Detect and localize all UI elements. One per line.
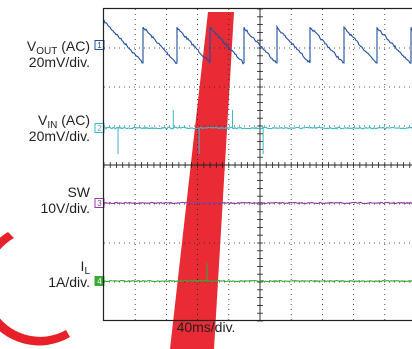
ch3-scale: 10V/div. bbox=[40, 200, 90, 216]
watermark-arc bbox=[0, 232, 70, 346]
ch4-label: IL 1A/div. bbox=[48, 258, 90, 290]
timebase-label: 40ms/div. bbox=[176, 319, 236, 335]
marker-ch1: 1 bbox=[94, 40, 105, 50]
marker-ch3-label: 3 bbox=[97, 199, 102, 208]
watermark-stroke bbox=[170, 12, 234, 349]
marker-ch2-label: 2 bbox=[97, 124, 102, 133]
marker-ch3: 3 bbox=[94, 198, 105, 208]
ch2-label: VIN (AC) 20mV/div. bbox=[28, 112, 90, 144]
graticule bbox=[103, 8, 412, 322]
traces bbox=[103, 19, 412, 283]
ch3-label: SW 10V/div. bbox=[40, 184, 90, 216]
ch1-label: VOUT (AC) 20mV/div. bbox=[26, 38, 90, 70]
watermark bbox=[0, 12, 234, 349]
marker-ch1-label: 1 bbox=[97, 41, 102, 50]
ch4-scale: 1A/div. bbox=[48, 274, 90, 290]
screen-border bbox=[102, 7, 412, 322]
channel-markers: 1 2 3 4 bbox=[94, 40, 105, 286]
marker-ch4: 4 bbox=[94, 276, 105, 286]
trace-ch4 bbox=[103, 279, 412, 283]
marker-ch4-label: 4 bbox=[97, 277, 102, 286]
trace-ch1 bbox=[103, 19, 412, 65]
ch2-scale: 20mV/div. bbox=[28, 128, 90, 144]
marker-ch2: 2 bbox=[94, 123, 105, 133]
trace-ch2 bbox=[103, 126, 412, 130]
trace-ch3 bbox=[103, 201, 412, 205]
ch1-scale: 20mV/div. bbox=[28, 54, 90, 70]
